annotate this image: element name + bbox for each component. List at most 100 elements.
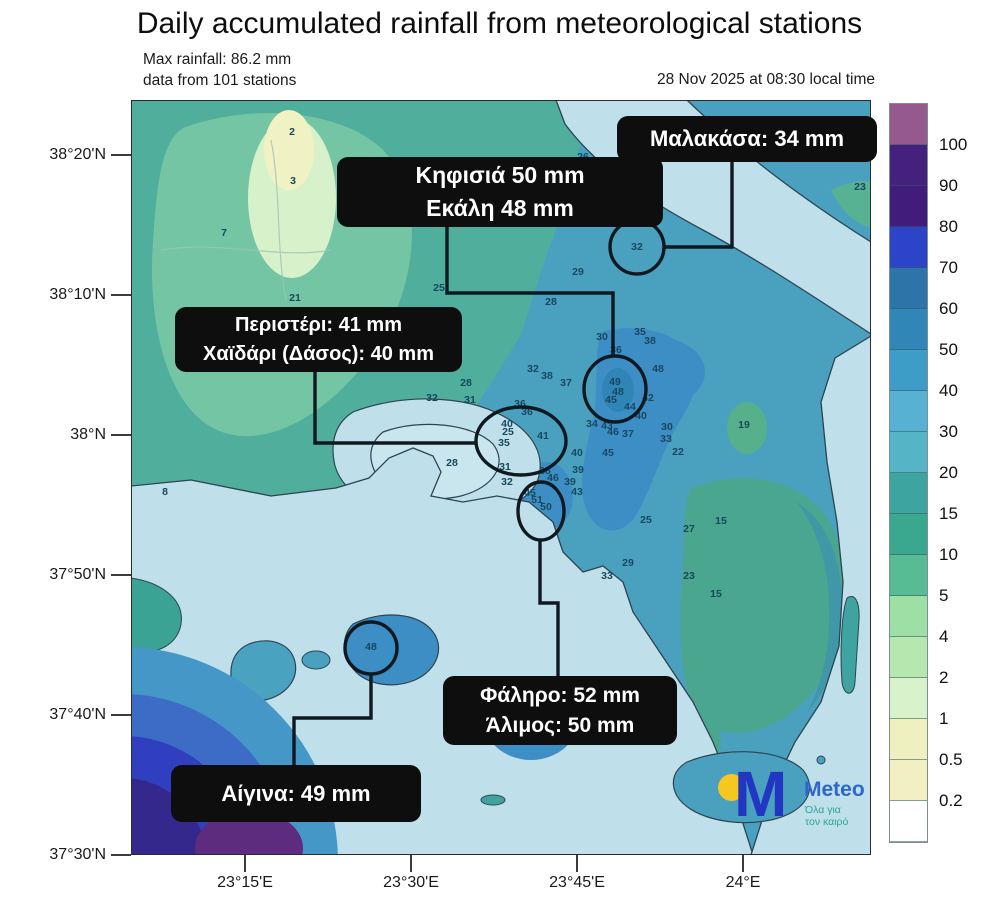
meteo-logo: M Meteo Όλα για τον καιρό [710,760,880,846]
callout-text: Μαλακάσα: 34 mm [649,126,845,152]
colorbar-cell [890,678,927,719]
header-stats: Max rainfall: 86.2 mm data from 101 stat… [143,49,296,91]
datetime-text: 28 Nov 2025 at 08:30 local time [657,71,875,88]
contour-15-20mm-band [797,502,843,712]
colorbar: 100 90 80 70 60 50 40 30 20 15 10 5 4 2 1 0.5 0.2 [889,103,967,843]
station-value: 15 [715,515,727,527]
station-value: 28 [545,296,557,308]
station-value: 29 [622,557,634,569]
logo-m-mark: M [734,758,788,830]
station-value: 40 [571,447,583,459]
lat-tick-mark [111,854,131,856]
station-value: 19 [738,419,750,431]
station-value: 36 [610,344,622,356]
sea-east-strait [750,335,871,855]
colorbar-cell [890,760,927,801]
colorbar-label: 30 [939,422,958,441]
logo-name: Meteo [804,778,865,801]
colorbar-label: 90 [939,176,958,195]
station-value: 25 [433,282,445,294]
station-value: 2 [289,126,295,138]
station-count-text: data from 101 stations [143,72,297,89]
station-value: 36 [521,406,533,418]
colorbar-cell [890,596,927,637]
lat-tick-label: 38°N [70,426,106,443]
colorbar-cell [890,268,927,309]
lon-tick-mark [244,855,246,872]
station-value: 32 [631,241,643,253]
islet [480,794,506,806]
lat-tick-label: 37°40'N [49,706,106,723]
colorbar-cell [890,514,927,555]
logo-tagline-1: Όλα για [805,804,841,816]
colorbar-label: 15 [939,504,958,523]
station-value: 32 [501,476,513,488]
lat-tick-mark [111,714,131,716]
colorbar-label: 80 [939,217,958,236]
colorbar-cell [890,473,927,514]
station-value: 31 [499,461,511,473]
colorbar-label: 10 [939,545,958,564]
colorbar-cell [890,186,927,227]
lon-tick-label: 23°30'E [383,874,439,891]
sun-icon [718,774,745,801]
station-value: 21 [289,292,301,304]
colorbar-label: 60 [939,299,958,318]
station-value: 48 [652,363,664,375]
lon-tick-label: 23°45'E [549,874,605,891]
station-value: 36 [514,398,526,410]
station-value: 27 [683,523,695,535]
station-value: 33 [660,433,672,445]
lon-tick-mark [576,855,578,872]
lat-tick-label: 37°50'N [49,566,106,583]
station-value: 33 [601,570,613,582]
callout-text: Άλιμος: 50 mm [485,713,635,737]
station-value: 43 [571,486,583,498]
station-value: 41 [537,430,549,442]
callout-peristeri-chaidari: Περιστέρι: 41 mm Χαϊδάρι (Δάσος): 40 mm [175,307,462,372]
colorbar-cell [890,309,927,350]
contour-green-evia [831,181,871,228]
station-value: 30 [661,421,673,433]
station-value: 48 [365,641,377,653]
station-value: 35 [634,326,646,338]
lat-tick-mark [111,574,131,576]
colorbar-label: 2 [939,668,949,687]
station-value: 38 [541,370,553,382]
station-value: 44 [624,401,636,413]
lat-tick-mark [111,294,131,296]
colorbar-label: 100 [939,135,968,154]
station-value: 32 [527,363,539,375]
colorbar-label: 50 [939,340,958,359]
colorbar-label: 5 [939,586,949,605]
lon-tick-mark [410,855,412,872]
station-value: 40 [635,410,647,422]
colorbar-label: 40 [939,381,958,400]
colorbar-cell [890,432,927,473]
colorbar-cell [890,555,927,596]
colorbar-label: 0.2 [939,791,963,810]
station-value: 35 [498,437,510,449]
station-value: 29 [572,266,584,278]
colorbar-cell [890,801,927,842]
station-value: 15 [710,588,722,600]
station-value: 25 [640,514,652,526]
station-value: 50 [540,501,552,513]
lat-tick-mark [111,154,131,156]
station-value: 37 [622,428,634,440]
lon-tick-label: 24°E [725,874,761,891]
angistri-island [301,650,331,670]
logo-tagline-2: τον καιρό [805,816,849,828]
colorbar-cell [890,350,927,391]
colorbar-label: 20 [939,463,958,482]
callout-kifisia-ekali: Κηφισιά 50 mm Εκάλη 48 mm [337,157,663,227]
max-rainfall-text: Max rainfall: 86.2 mm [143,51,292,68]
contour-80-90mm-sw [131,778,207,855]
colorbar-cell [890,227,927,268]
station-value: 46 [607,426,619,438]
station-value: 37 [560,377,572,389]
callout-text: Κηφισιά 50 mm [415,162,585,189]
station-value: 23 [854,181,866,193]
lon-tick-label: 23°15'E [217,874,273,891]
